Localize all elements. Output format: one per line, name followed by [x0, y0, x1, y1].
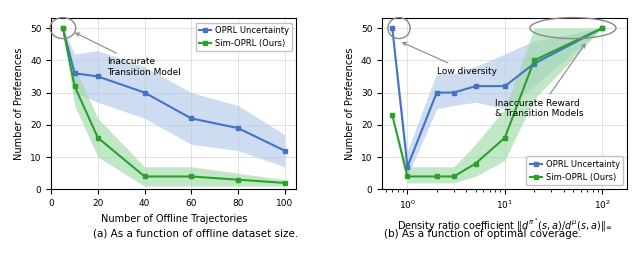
- Sim-OPRL (Ours): [59, 27, 67, 30]
- Text: (b) As a function of optimal coverage.: (b) As a function of optimal coverage.: [385, 229, 582, 239]
- Line: Sim-OPRL (Ours): Sim-OPRL (Ours): [60, 26, 287, 185]
- Sim-OPRL (Ours): [404, 175, 412, 178]
- Sim-OPRL (Ours): [472, 162, 479, 165]
- Text: Inaccurate
Transition Model: Inaccurate Transition Model: [76, 33, 181, 77]
- X-axis label: Number of Offline Trajectories: Number of Offline Trajectories: [100, 214, 247, 224]
- OPRL Uncertainty: [70, 72, 78, 75]
- Legend: OPRL Uncertainty, Sim-OPRL (Ours): OPRL Uncertainty, Sim-OPRL (Ours): [195, 23, 292, 51]
- Y-axis label: Number of Preferences: Number of Preferences: [346, 48, 355, 160]
- Sim-OPRL (Ours): [234, 178, 242, 181]
- Line: OPRL Uncertainty: OPRL Uncertainty: [390, 26, 605, 169]
- Sim-OPRL (Ours): [281, 181, 289, 184]
- Sim-OPRL (Ours): [501, 136, 509, 139]
- OPRL Uncertainty: [404, 165, 412, 168]
- Sim-OPRL (Ours): [70, 85, 78, 88]
- OPRL Uncertainty: [141, 91, 148, 94]
- Sim-OPRL (Ours): [531, 59, 538, 62]
- OPRL Uncertainty: [598, 27, 606, 30]
- Sim-OPRL (Ours): [450, 175, 458, 178]
- OPRL Uncertainty: [59, 27, 67, 30]
- OPRL Uncertainty: [94, 75, 102, 78]
- OPRL Uncertainty: [450, 91, 458, 94]
- Line: OPRL Uncertainty: OPRL Uncertainty: [60, 26, 287, 153]
- X-axis label: Density ratio coefficient $\|d^{\pi^*}(s,a)/d^{\mu}(s,a)\|_\infty$: Density ratio coefficient $\|d^{\pi^*}(s…: [397, 217, 612, 234]
- Sim-OPRL (Ours): [141, 175, 148, 178]
- Text: Low diversity: Low diversity: [403, 42, 497, 76]
- Text: (a) As a function of offline dataset size.: (a) As a function of offline dataset siz…: [93, 229, 298, 239]
- Legend: OPRL Uncertainty, Sim-OPRL (Ours): OPRL Uncertainty, Sim-OPRL (Ours): [527, 156, 623, 185]
- Sim-OPRL (Ours): [188, 175, 195, 178]
- Y-axis label: Number of Preferences: Number of Preferences: [15, 48, 24, 160]
- OPRL Uncertainty: [501, 85, 509, 88]
- OPRL Uncertainty: [281, 149, 289, 152]
- OPRL Uncertainty: [234, 127, 242, 130]
- OPRL Uncertainty: [433, 91, 440, 94]
- OPRL Uncertainty: [388, 27, 396, 30]
- Sim-OPRL (Ours): [94, 136, 102, 139]
- Sim-OPRL (Ours): [433, 175, 440, 178]
- Sim-OPRL (Ours): [598, 27, 606, 30]
- OPRL Uncertainty: [472, 85, 479, 88]
- Sim-OPRL (Ours): [388, 114, 396, 117]
- OPRL Uncertainty: [531, 62, 538, 65]
- OPRL Uncertainty: [188, 117, 195, 120]
- Text: Inaccurate Reward
& Transition Models: Inaccurate Reward & Transition Models: [495, 44, 585, 118]
- Line: Sim-OPRL (Ours): Sim-OPRL (Ours): [390, 26, 605, 179]
